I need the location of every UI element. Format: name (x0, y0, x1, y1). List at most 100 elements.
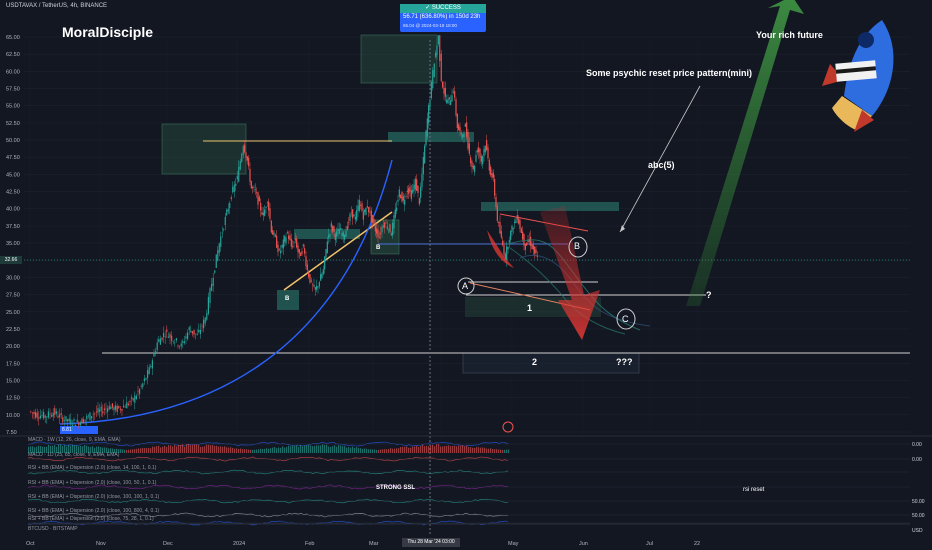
zone-box-mar-mid (388, 132, 474, 142)
candle-body (374, 225, 376, 232)
macd-bar (150, 448, 152, 453)
candle-body (100, 406, 102, 411)
candle-body (350, 212, 352, 214)
candle-body (269, 208, 271, 219)
macd-bar (174, 444, 176, 453)
macd-bar (220, 446, 222, 453)
candle-body (409, 186, 411, 192)
candle-body (372, 215, 374, 223)
candle-body (46, 416, 48, 418)
macd-bar (484, 447, 486, 453)
candle-body (175, 338, 177, 341)
candle-body (261, 212, 263, 215)
candle-body (246, 156, 248, 161)
candle-body (221, 232, 223, 234)
indicator-label[interactable]: RSI + BB (EMA) + Dispersion (2.0) (close… (28, 480, 157, 486)
macd-bar (162, 446, 164, 453)
macd-bar (126, 449, 128, 453)
candle-body (47, 411, 49, 418)
macd-bar (138, 448, 140, 453)
candle-body (180, 343, 182, 347)
macd-bar (330, 446, 332, 453)
macd-bar (148, 447, 150, 453)
candle-body (447, 98, 449, 104)
macd-bar (422, 444, 424, 453)
candle-body (116, 406, 118, 412)
macd-bar (28, 446, 30, 453)
macd-bar (100, 447, 102, 453)
candle-body (446, 100, 448, 103)
macd-bar (416, 445, 418, 453)
candle-body (35, 412, 37, 418)
indicator-label[interactable]: MACD · 1D (25, 85, close, 9, EMA, EMA) (28, 452, 120, 458)
candles (30, 34, 538, 431)
candle-body (224, 216, 226, 226)
cursor-time-tag: Thu 28 Mar '24 03:00 (402, 538, 460, 547)
zone-boxes (60, 34, 640, 434)
macd-bar (68, 444, 70, 453)
candle-body (458, 124, 460, 131)
candle-body (140, 386, 142, 387)
candle-body (278, 249, 280, 250)
candle-body (169, 334, 171, 338)
zone-box-feb-mid (294, 229, 360, 239)
candle-body (252, 187, 254, 188)
macd-bar (102, 447, 104, 453)
price-axis[interactable]: 65.00 62.50 60.00 57.50 55.00 52.50 50.00 47.50… (6, 35, 20, 436)
macd-bar (372, 449, 374, 453)
candle-body (41, 415, 43, 417)
candle-body (312, 284, 314, 286)
candle-body (381, 226, 383, 233)
indicator-label[interactable]: RSI + BB (EMA) + Dispersion (2.0) (close… (28, 508, 160, 514)
candle-body (512, 228, 514, 230)
time-tick: 2024 (233, 541, 245, 547)
green-up-arrow (686, 0, 804, 306)
candle-body (474, 165, 476, 173)
macd-bar (80, 445, 82, 453)
candle-body (386, 226, 388, 229)
macd-bar (398, 448, 400, 453)
macd-bar (454, 445, 456, 453)
candle-body (31, 412, 33, 414)
macd-bar (214, 445, 216, 453)
macd-bar (84, 444, 86, 453)
price-tick: 47.50 (6, 155, 20, 161)
price-tick: 45.00 (6, 172, 20, 178)
macd-bar (202, 446, 204, 453)
candle-body (62, 417, 64, 423)
macd-bar (306, 445, 308, 453)
candle-body (451, 95, 453, 102)
macd-bar (118, 449, 120, 453)
candle-body (196, 334, 198, 336)
macd-bar (288, 445, 290, 453)
candle-body (410, 190, 412, 199)
macd-bar (324, 445, 326, 453)
current-price-value: 32.66 (4, 257, 18, 263)
btc-label: BTCUSD · BITSTAMP (28, 526, 78, 532)
candle-body (262, 212, 264, 216)
symbol-info[interactable]: AVAX / TetherUS, 4h, BINANCE (22, 3, 108, 9)
candle-body (268, 201, 270, 211)
candle-body (164, 336, 166, 338)
macd-bar (60, 444, 62, 453)
macd-bar (38, 445, 40, 453)
indicator-label[interactable]: RSI + BB (EMA) + Dispersion (2.0) (close… (28, 465, 157, 471)
candle-body (352, 209, 354, 219)
candle-body (214, 270, 216, 273)
candle-body (527, 240, 529, 243)
macd-bar (92, 446, 94, 453)
indicator-label[interactable]: RSI + BB (EMA) + Dispersion (2.0) (close… (28, 516, 154, 522)
candle-body (75, 424, 77, 427)
wave-2-label: 2 (532, 357, 538, 367)
indicator-label[interactable]: MACD · 1W (12, 26, close, 9, EMA, EMA) (28, 437, 121, 443)
indicator-label[interactable]: RSI + BB (EMA) + Dispersion (2.0) (close… (28, 494, 160, 500)
usd-label[interactable]: USD (912, 528, 923, 534)
box-b1-label: B (285, 296, 290, 302)
price-tick: 25.00 (6, 310, 20, 316)
macd-bar (506, 449, 508, 453)
candle-body (236, 175, 238, 180)
macd-bar (210, 445, 212, 453)
alert-icon[interactable] (502, 421, 514, 433)
macd-bar (408, 447, 410, 453)
